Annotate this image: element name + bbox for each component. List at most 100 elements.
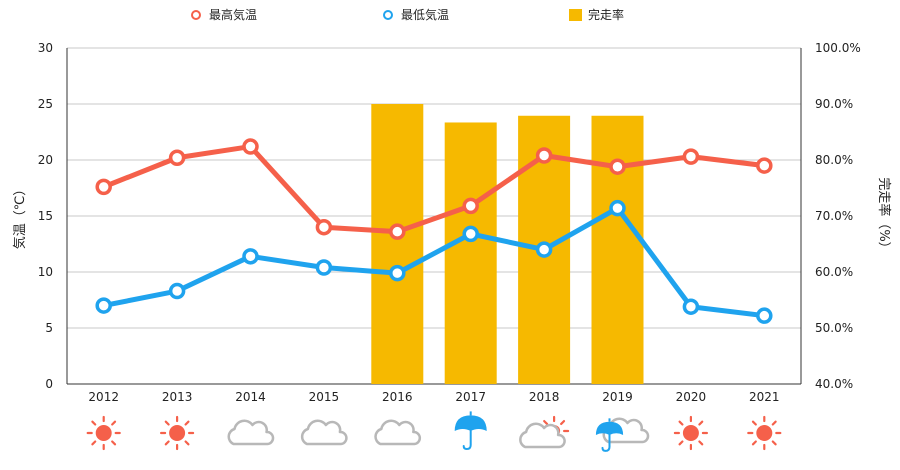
y2-tick-label: 70.0% — [815, 209, 853, 223]
x-tick-label: 2021 — [749, 390, 780, 404]
x-tick-label: 2015 — [309, 390, 340, 404]
y2-tick-label: 100.0% — [815, 41, 861, 55]
y-tick-label: 20 — [38, 153, 53, 167]
x-tick-label: 2019 — [602, 390, 633, 404]
y2-tick-label: 40.0% — [815, 377, 853, 391]
sun-ray — [111, 440, 117, 446]
sun-ray — [698, 440, 704, 446]
y2-tick-label: 60.0% — [815, 265, 853, 279]
data-point — [242, 138, 259, 155]
y2-tick-label: 80.0% — [815, 153, 853, 167]
data-point — [315, 259, 333, 276]
cloud-icon — [374, 419, 422, 446]
sun-ray — [751, 440, 757, 446]
data-point — [535, 147, 553, 164]
y-tick-label: 5 — [45, 321, 53, 335]
sun-ray — [543, 420, 549, 426]
data-point — [462, 197, 479, 215]
sun-icon — [747, 415, 782, 451]
data-point — [389, 264, 406, 282]
legend-label: 最低気温 — [401, 7, 449, 22]
sun-ray — [111, 420, 117, 426]
x-tick-label: 2020 — [676, 390, 707, 404]
x-tick-label: 2016 — [382, 390, 413, 404]
legend-marker — [569, 9, 582, 21]
cloud-icon — [227, 419, 275, 446]
series-line — [101, 205, 767, 319]
umbrella-canopy — [595, 421, 624, 435]
x-tick-label: 2018 — [529, 390, 560, 404]
y-axis-title: 気温（℃） — [12, 183, 28, 250]
data-point — [609, 199, 626, 217]
y2-tick-label: 50.0% — [815, 321, 853, 335]
y-tick-label: 25 — [38, 97, 53, 111]
sun-icon — [673, 415, 709, 451]
data-point — [168, 149, 186, 167]
data-point — [462, 225, 479, 243]
umbrella-handle — [462, 430, 472, 451]
x-tick-label: 2012 — [88, 390, 119, 404]
umbrella-icon — [454, 411, 487, 451]
cloud-icon — [300, 419, 348, 446]
sun-ray — [771, 420, 777, 426]
sun-ray — [698, 420, 704, 426]
data-point — [168, 282, 186, 300]
data-point — [389, 223, 406, 240]
legend-label: 完走率 — [588, 7, 624, 22]
bar — [444, 122, 497, 384]
data-point — [756, 307, 773, 324]
cloud-sun-icon — [519, 415, 570, 449]
sun-ray — [184, 420, 190, 426]
sun-ray — [751, 420, 757, 426]
sun-icon — [160, 415, 195, 451]
data-point — [95, 297, 112, 314]
legend-label: 最高気温 — [209, 7, 257, 22]
sun-disc — [95, 425, 112, 441]
x-tick-label: 2013 — [162, 390, 193, 404]
x-tick-label: 2014 — [235, 390, 266, 404]
data-point — [315, 218, 333, 236]
cloud-shape — [374, 419, 422, 446]
cloud-shape — [519, 422, 566, 449]
cloud-shape — [300, 419, 348, 446]
y-tick-label: 15 — [38, 209, 53, 223]
data-point — [756, 157, 773, 174]
y2-axis-title: 完走率（%） — [876, 177, 892, 254]
umbrella-icon — [595, 418, 624, 452]
sun-disc — [682, 425, 699, 441]
sun-ray — [91, 420, 97, 426]
data-point — [682, 148, 700, 165]
data-point — [242, 248, 259, 265]
sun-ray — [184, 440, 190, 446]
sun-ray — [678, 420, 684, 426]
legend-marker — [383, 10, 393, 20]
bar — [371, 104, 424, 384]
umbrella-canopy — [454, 415, 487, 431]
y-tick-label: 30 — [38, 41, 53, 55]
sun-ray — [560, 420, 566, 426]
sun-ray — [164, 440, 170, 446]
y-tick-label: 10 — [38, 265, 53, 279]
data-point — [535, 241, 553, 258]
sun-icon — [86, 415, 121, 451]
cloud-icon — [519, 422, 566, 449]
sun-ray — [678, 440, 684, 446]
data-point — [95, 178, 112, 196]
bar — [591, 115, 644, 384]
x-tick-label: 2017 — [455, 390, 486, 404]
series-line — [101, 144, 767, 235]
y2-tick-label: 90.0% — [815, 97, 853, 111]
data-point — [609, 158, 626, 175]
sun-ray — [771, 440, 777, 446]
y-tick-label: 0 — [45, 377, 53, 391]
legend-marker — [191, 10, 201, 20]
sun-disc — [169, 425, 186, 441]
cloud-shape — [227, 419, 275, 446]
umbrella-handle — [601, 434, 611, 452]
data-point — [682, 298, 700, 315]
sun-ray — [164, 420, 170, 426]
sun-ray — [91, 440, 97, 446]
sun-disc — [756, 425, 773, 441]
